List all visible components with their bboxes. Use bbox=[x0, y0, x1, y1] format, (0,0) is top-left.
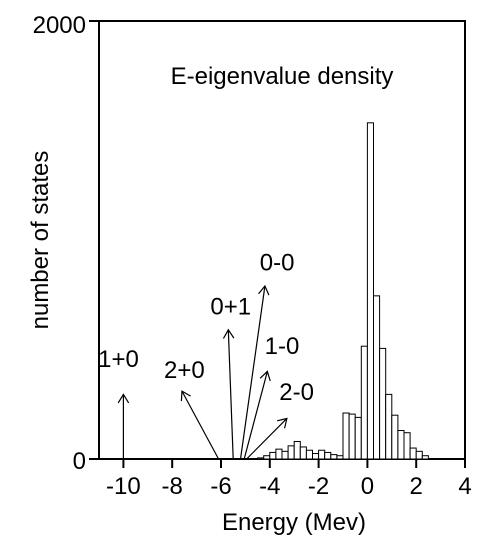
transition-annotations: 1+0 2+0 0+1 0-0 1-0 2-0 bbox=[98, 250, 314, 460]
x-tick-label: 0 bbox=[361, 473, 374, 500]
annotation-arrow bbox=[243, 371, 268, 460]
annotation-label: 1+0 bbox=[98, 346, 139, 373]
histogram-bar bbox=[336, 455, 344, 460]
histogram-bar bbox=[299, 446, 307, 460]
histogram-bar bbox=[397, 430, 405, 460]
histogram-bar bbox=[318, 449, 326, 460]
histogram-bar bbox=[366, 122, 374, 460]
x-tick-label: -2 bbox=[308, 473, 329, 500]
annotation-arrow bbox=[227, 329, 234, 460]
y-tick-label-bottom: 0 bbox=[73, 448, 86, 475]
annotation-arrowhead bbox=[180, 390, 191, 402]
histogram-bar bbox=[421, 455, 429, 460]
chart-title: E-eigenvalue density bbox=[171, 63, 394, 90]
histogram-bar bbox=[409, 447, 417, 460]
annotation-arrowhead bbox=[258, 284, 270, 296]
histogram-bar bbox=[391, 414, 399, 460]
histogram-bar bbox=[305, 449, 313, 460]
histogram-bar bbox=[293, 440, 301, 460]
histogram-bars bbox=[257, 122, 429, 460]
histogram-bar bbox=[281, 450, 289, 460]
histogram-bar bbox=[269, 451, 277, 460]
annotation-arrowhead bbox=[117, 393, 130, 404]
x-tick-label: -4 bbox=[259, 473, 280, 500]
histogram-bar bbox=[373, 295, 381, 460]
annotation-label: 1-0 bbox=[265, 333, 300, 360]
x-tick-label: -8 bbox=[162, 473, 183, 500]
histogram-bar bbox=[354, 416, 362, 460]
x-axis-label: Energy (Mev) bbox=[222, 509, 366, 536]
y-tick-label-top: 2000 bbox=[33, 12, 86, 39]
x-tick-label: 2 bbox=[410, 473, 423, 500]
annotation-label: 0+1 bbox=[210, 293, 251, 320]
x-tick-label: -6 bbox=[210, 473, 231, 500]
annotation-arrowhead bbox=[277, 417, 288, 429]
y-axis-label: number of states bbox=[27, 151, 54, 330]
annotation-arrow bbox=[181, 390, 220, 460]
histogram-bar bbox=[263, 455, 271, 460]
annotation-arrow bbox=[239, 285, 266, 460]
x-tick-label: 4 bbox=[458, 473, 471, 500]
histogram-bar bbox=[342, 412, 350, 460]
histogram-bar bbox=[379, 347, 387, 460]
histogram-bar bbox=[287, 445, 295, 460]
annotation-arrowhead bbox=[222, 328, 235, 339]
annotation-label: 2-0 bbox=[279, 379, 314, 406]
histogram-bar bbox=[257, 457, 265, 460]
x-tick-label: -10 bbox=[106, 473, 141, 500]
histogram-bar bbox=[360, 345, 368, 460]
annotation-arrow bbox=[246, 418, 288, 460]
histogram-bar bbox=[348, 413, 356, 460]
histogram-bar bbox=[403, 432, 411, 460]
annotation-label: 0-0 bbox=[260, 250, 295, 277]
histogram-bar bbox=[324, 451, 332, 460]
x-axis-ticks: -10 -8 -6 -4 -2 0 2 4 bbox=[106, 459, 472, 500]
histogram-bar bbox=[385, 393, 393, 460]
histogram-bar bbox=[275, 448, 283, 460]
annotation-arrowhead bbox=[259, 370, 271, 382]
histogram-bar bbox=[312, 453, 320, 460]
histogram-bar bbox=[330, 454, 338, 460]
histogram-bar bbox=[415, 450, 423, 460]
annotation-label: 2+0 bbox=[164, 357, 205, 384]
